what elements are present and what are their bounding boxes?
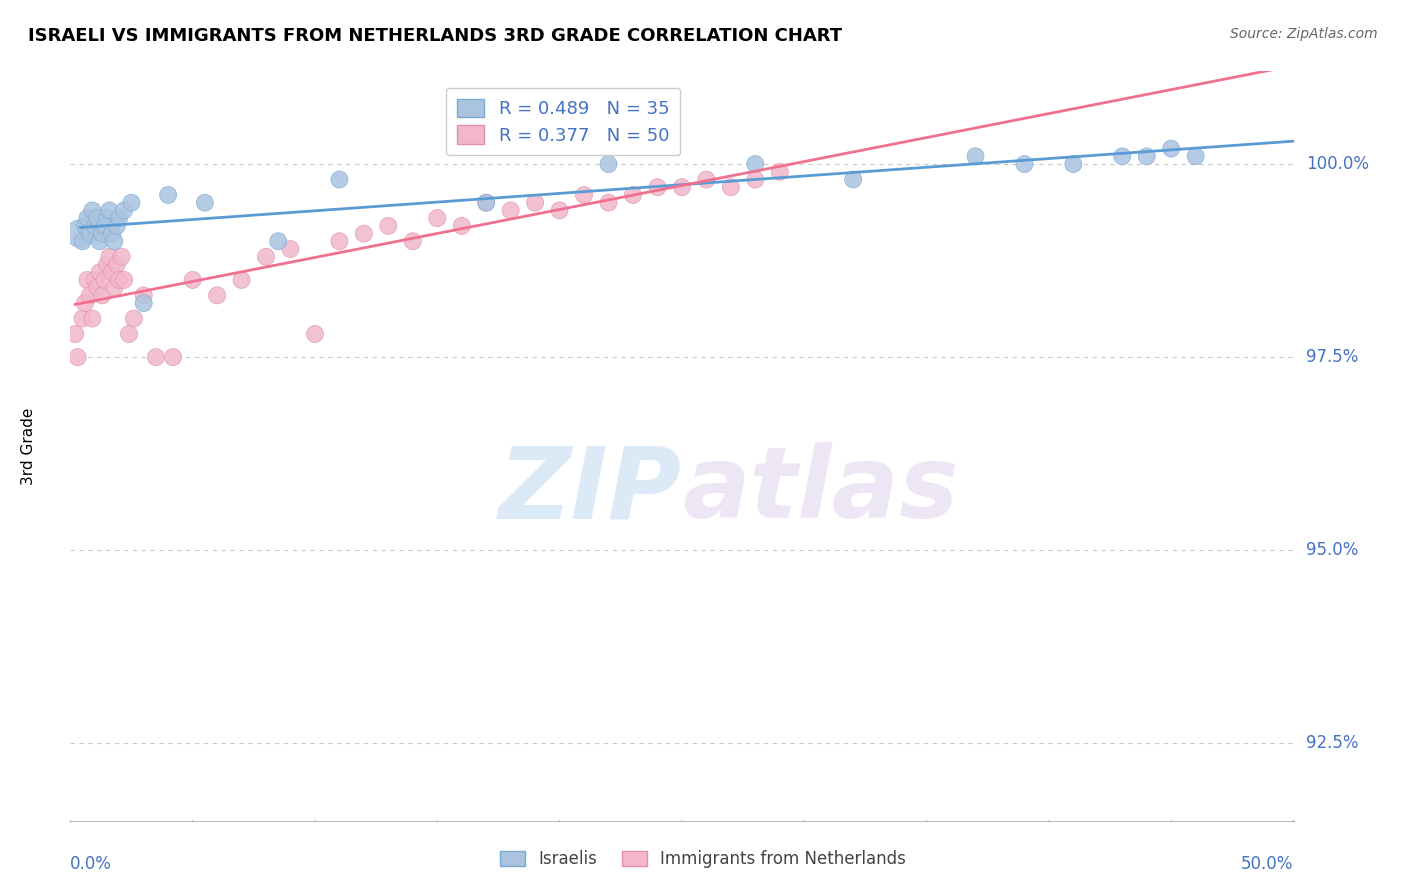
Text: 0.0%: 0.0%: [70, 855, 112, 873]
Legend: Israelis, Immigrants from Netherlands: Israelis, Immigrants from Netherlands: [494, 844, 912, 875]
Point: [598, 195, 620, 210]
Point: [72, 311, 94, 326]
Point: [695, 172, 717, 186]
Point: [79, 288, 101, 302]
Point: [353, 227, 375, 241]
Point: [86, 211, 108, 226]
Point: [328, 235, 350, 249]
Point: [157, 188, 180, 202]
Point: [112, 273, 135, 287]
Point: [267, 235, 290, 249]
Point: [769, 165, 792, 179]
Point: [69, 227, 91, 241]
Point: [426, 211, 449, 226]
Point: [132, 296, 155, 310]
Text: 92.5%: 92.5%: [1306, 734, 1358, 752]
Point: [122, 311, 145, 326]
Point: [744, 172, 766, 186]
Point: [89, 235, 111, 249]
Point: [254, 250, 277, 264]
Point: [82, 203, 104, 218]
Point: [101, 227, 124, 241]
Point: [162, 350, 184, 364]
Point: [231, 273, 253, 287]
Point: [965, 149, 987, 163]
Point: [98, 250, 121, 264]
Point: [112, 203, 135, 218]
Point: [76, 273, 98, 287]
Point: [1184, 149, 1206, 163]
Point: [121, 195, 143, 210]
Point: [647, 180, 669, 194]
Point: [1014, 157, 1036, 171]
Point: [101, 265, 124, 279]
Text: ZIP: ZIP: [499, 442, 682, 540]
Point: [118, 326, 141, 341]
Point: [304, 326, 326, 341]
Point: [98, 203, 121, 218]
Point: [194, 195, 217, 210]
Point: [744, 157, 766, 171]
Point: [66, 350, 89, 364]
Text: 50.0%: 50.0%: [1241, 855, 1294, 873]
Text: atlas: atlas: [682, 442, 959, 540]
Point: [82, 311, 104, 326]
Point: [103, 280, 125, 294]
Point: [73, 296, 96, 310]
Point: [1062, 157, 1084, 171]
Point: [548, 203, 571, 218]
Point: [83, 273, 105, 287]
Point: [96, 257, 118, 271]
Point: [76, 211, 98, 226]
Point: [83, 219, 105, 233]
Point: [475, 195, 498, 210]
Point: [105, 257, 128, 271]
Point: [621, 188, 644, 202]
Point: [671, 180, 693, 194]
Point: [598, 157, 620, 171]
Point: [111, 250, 134, 264]
Text: 100.0%: 100.0%: [1306, 155, 1369, 173]
Point: [377, 219, 399, 233]
Point: [842, 172, 865, 186]
Point: [450, 219, 472, 233]
Text: 97.5%: 97.5%: [1306, 348, 1358, 367]
Point: [108, 273, 131, 287]
Point: [79, 227, 101, 241]
Text: Source: ZipAtlas.com: Source: ZipAtlas.com: [1230, 27, 1378, 41]
Point: [73, 219, 96, 233]
Point: [72, 235, 94, 249]
Point: [280, 242, 302, 256]
Point: [105, 219, 128, 233]
Point: [205, 288, 228, 302]
Point: [89, 265, 111, 279]
Point: [91, 227, 114, 241]
Text: ISRAELI VS IMMIGRANTS FROM NETHERLANDS 3RD GRADE CORRELATION CHART: ISRAELI VS IMMIGRANTS FROM NETHERLANDS 3…: [28, 27, 842, 45]
Point: [103, 235, 125, 249]
Point: [1111, 149, 1133, 163]
Point: [402, 235, 425, 249]
Text: 3rd Grade: 3rd Grade: [21, 408, 37, 484]
Point: [93, 273, 115, 287]
Point: [720, 180, 742, 194]
Point: [145, 350, 167, 364]
Point: [63, 326, 86, 341]
Point: [91, 288, 114, 302]
Point: [524, 195, 547, 210]
Point: [93, 219, 115, 233]
Text: 95.0%: 95.0%: [1306, 541, 1358, 559]
Legend: R = 0.489   N = 35, R = 0.377   N = 50: R = 0.489 N = 35, R = 0.377 N = 50: [446, 88, 681, 155]
Point: [328, 172, 350, 186]
Point: [475, 195, 498, 210]
Point: [1136, 149, 1159, 163]
Point: [86, 280, 108, 294]
Point: [132, 288, 155, 302]
Point: [572, 188, 595, 202]
Point: [1160, 142, 1182, 156]
Point: [96, 211, 118, 226]
Point: [499, 203, 522, 218]
Point: [181, 273, 204, 287]
Point: [108, 211, 131, 226]
